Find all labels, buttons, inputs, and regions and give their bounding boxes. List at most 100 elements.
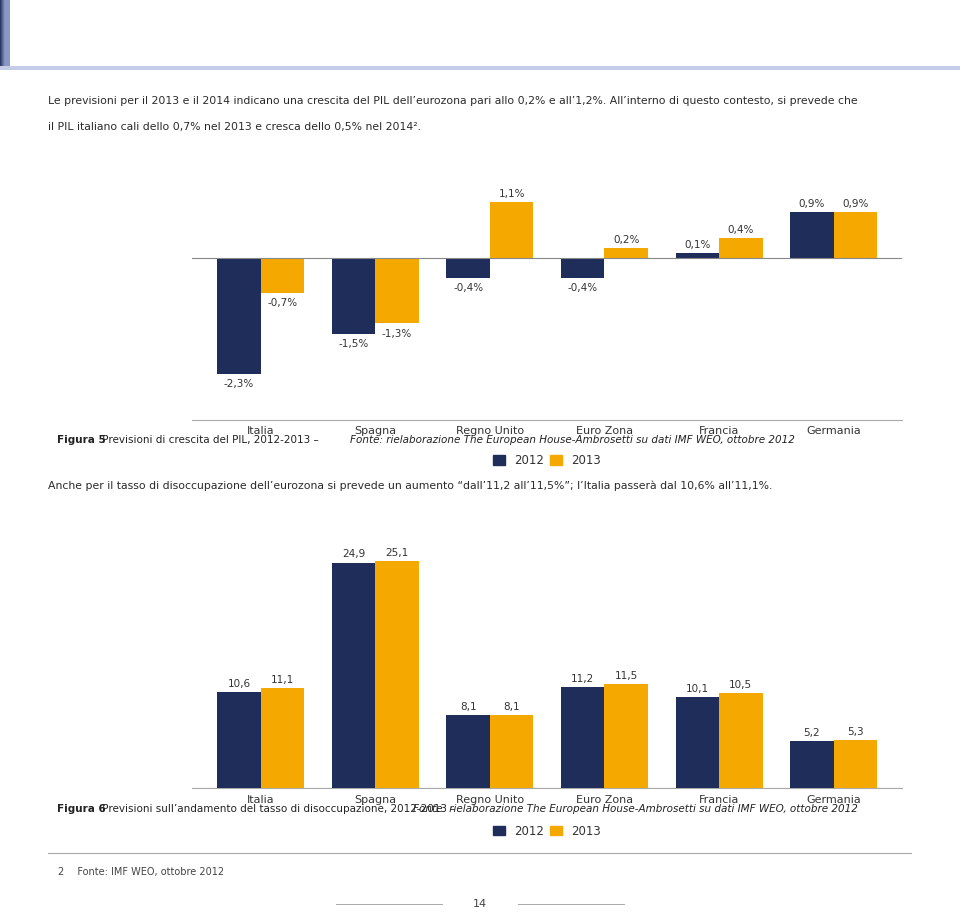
Bar (5, 0, 10, 70)
Bar (4, 0, 9, 70)
Bar (1, 0, 6, 70)
Bar (3, 0, 8, 70)
Bar (4, 0, 9, 70)
Bar (833, 740, 877, 788)
Bar (4, 0, 9, 70)
Bar (1, 0, 6, 70)
Text: 10,6: 10,6 (228, 679, 251, 689)
Text: 5,3: 5,3 (847, 727, 864, 737)
Text: 8,1: 8,1 (503, 702, 520, 712)
Bar (2, 0, 7, 70)
Bar (1, 0, 6, 70)
Bar (0, 0, 5, 70)
Bar (1, 0, 6, 70)
Bar (0, 65, 960, 70)
Bar (5, 0, 10, 70)
Bar (375, 561, 419, 788)
Bar (2, 0, 7, 70)
Bar (1, 0, 6, 70)
Bar (3, 0, 8, 70)
Bar (3, 0, 8, 70)
Bar (0, 0, 5, 70)
Bar (605, 684, 648, 788)
Text: 0,2%: 0,2% (613, 235, 639, 244)
Bar (3, 0, 8, 70)
Bar (490, 202, 534, 258)
Bar (0, 0, 5, 70)
Bar (676, 697, 719, 788)
Bar (3, 0, 8, 70)
Bar (4, 0, 9, 70)
Bar (261, 258, 304, 293)
Bar (4, 0, 9, 70)
Bar (0, 0, 5, 70)
Bar (3, 0, 8, 70)
Bar (4, 0, 9, 70)
Bar (0, 0, 6, 70)
Bar (2, 0, 7, 70)
Bar (0, 0, 5, 70)
Text: 0,9%: 0,9% (842, 199, 869, 209)
Bar (1, 0, 6, 70)
Bar (2, 0, 7, 70)
Bar (0, 0, 5, 70)
Text: 11,2: 11,2 (571, 674, 594, 683)
Bar (2, 0, 7, 70)
Bar (332, 258, 375, 334)
Bar (5, 0, 10, 70)
Bar (0, 0, 5, 70)
Bar (0, 0, 5, 70)
Bar (2, 0, 7, 70)
Bar (2, 0, 7, 70)
Bar (0, 0, 5, 70)
Bar (4, 0, 9, 70)
Bar (4, 0, 9, 70)
Bar (1, 0, 6, 70)
Bar (2, 0, 7, 70)
Bar (0, 0, 5, 70)
Bar (3, 0, 8, 70)
Bar (1, 0, 6, 70)
Text: 0,4%: 0,4% (728, 225, 754, 234)
Bar (2, 0, 7, 70)
Bar (3, 0, 8, 70)
Text: -1,3%: -1,3% (382, 328, 412, 338)
Bar (5, 0, 10, 70)
Bar (1, 0, 6, 70)
Bar (4, 0, 9, 70)
Bar (5, 0, 10, 70)
Bar (3, 0, 8, 70)
Bar (5, 0, 10, 70)
Text: -2,3%: -2,3% (224, 379, 254, 389)
Bar (4, 0, 9, 70)
Text: -0,4%: -0,4% (567, 283, 598, 293)
Text: 11,5: 11,5 (614, 671, 637, 680)
Bar (3, 0, 8, 70)
Bar (261, 688, 304, 788)
Bar (1, 0, 6, 70)
Bar (375, 258, 419, 324)
Bar (4, 0, 9, 70)
Bar (1, 0, 6, 70)
Bar (3, 0, 8, 70)
Bar (0, 0, 5, 70)
Bar (0, 0, 5, 70)
Bar (1, 0, 6, 70)
Text: 0,9%: 0,9% (799, 199, 825, 209)
Text: 10,5: 10,5 (730, 680, 753, 690)
Bar (4, 0, 9, 70)
Bar (2, 0, 7, 70)
Bar (2, 0, 7, 70)
Bar (5, 0, 10, 70)
Bar (2, 0, 7, 70)
Text: -0,7%: -0,7% (268, 298, 298, 308)
Bar (2, 0, 7, 70)
Bar (2, 0, 7, 70)
Bar (2, 0, 7, 70)
Bar (2, 0, 7, 70)
Bar (1, 0, 6, 70)
Bar (2, 0, 7, 70)
Bar (3, 0, 8, 70)
Text: Anche per il tasso di disoccupazione dell’eurozona si prevede un aumento “dall’1: Anche per il tasso di disoccupazione del… (48, 480, 773, 491)
Bar (4, 0, 9, 70)
